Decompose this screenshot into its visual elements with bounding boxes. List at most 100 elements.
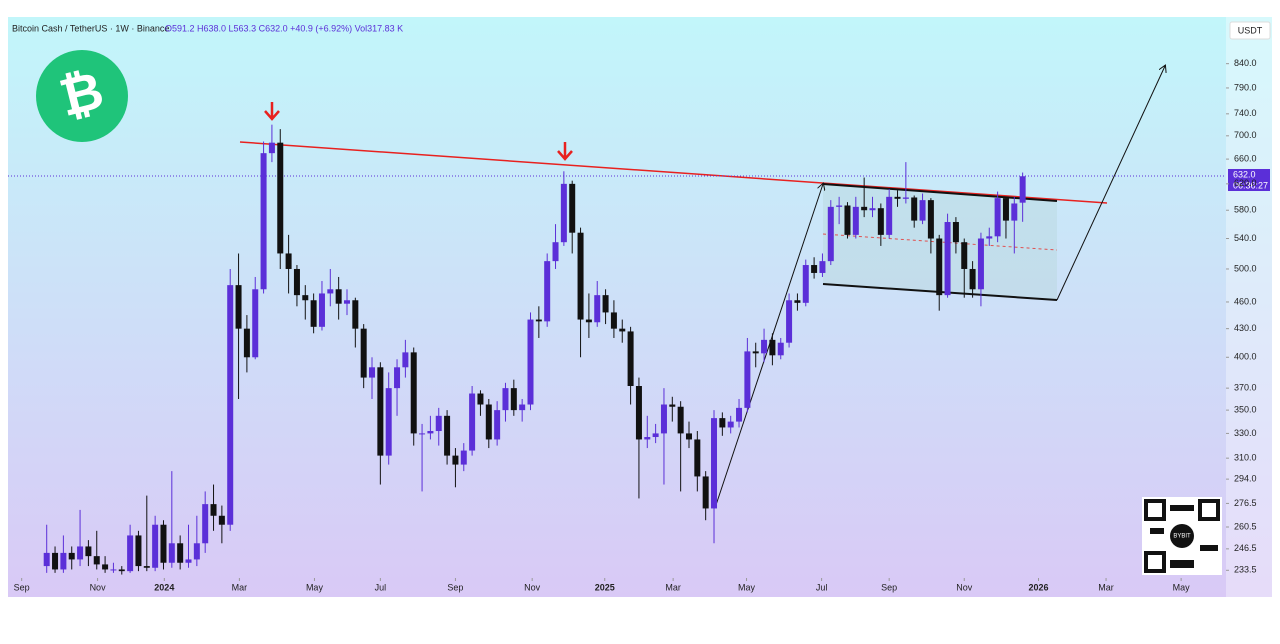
candle-body xyxy=(110,569,117,571)
currency-label: USDT xyxy=(1238,25,1263,35)
candle-body xyxy=(252,289,259,358)
candle-body xyxy=(952,222,959,243)
candle-body xyxy=(485,404,492,440)
candle-body xyxy=(127,535,134,572)
x-tick-label: May xyxy=(306,582,324,592)
candle-body xyxy=(1019,176,1026,203)
y-tick-label: 350.0 xyxy=(1234,404,1257,414)
candle-body xyxy=(986,236,993,239)
candle-body xyxy=(827,206,834,262)
candle-body xyxy=(385,388,392,456)
y-tick-label: 660.0 xyxy=(1234,153,1257,163)
candle-body xyxy=(177,543,184,563)
ohlc-info: O591.2 H638.0 L563.3 C632.0 +40.9 (+6.92… xyxy=(165,23,403,33)
last-price-tag xyxy=(1228,169,1270,191)
candle-body xyxy=(43,552,50,567)
candle-body xyxy=(277,142,284,254)
coin-logo xyxy=(36,50,128,142)
candle-body xyxy=(544,261,551,322)
candle-body xyxy=(719,418,726,428)
candle-body xyxy=(911,197,918,221)
candle-body xyxy=(635,385,642,440)
x-tick-label: Mar xyxy=(665,582,681,592)
candle-body xyxy=(160,524,167,563)
candle-body xyxy=(210,504,217,516)
candle-body xyxy=(877,208,884,235)
x-tick-label: May xyxy=(1173,582,1191,592)
candle-body xyxy=(452,455,459,465)
y-tick-label: 840.0 xyxy=(1234,58,1257,68)
candle-body xyxy=(852,206,859,235)
candle-body xyxy=(318,293,325,327)
x-tick-label: Nov xyxy=(956,582,973,592)
candle-body xyxy=(669,404,676,407)
candle-body xyxy=(560,183,567,243)
y-tick-label: 620.0 xyxy=(1234,178,1257,188)
arrow-target xyxy=(1056,66,1165,301)
countdown-label: 06:36:27 xyxy=(1233,180,1268,190)
candle-body xyxy=(469,393,476,451)
x-tick-label: 2025 xyxy=(595,582,615,592)
candle-body xyxy=(1011,203,1018,221)
candle-body xyxy=(293,268,300,296)
candle-body xyxy=(527,319,534,405)
candle-body xyxy=(869,208,876,211)
candle-body xyxy=(335,289,342,304)
qr-code: BYBIT xyxy=(1142,497,1222,575)
candle-body xyxy=(327,289,334,294)
candle-body xyxy=(427,431,434,434)
candle-body xyxy=(343,300,350,304)
candle-body xyxy=(861,206,868,211)
x-tick-label: Jul xyxy=(816,582,828,592)
candle-body xyxy=(68,552,75,560)
x-tick-label: Jul xyxy=(375,582,387,592)
candle-body xyxy=(786,300,793,343)
candle-body xyxy=(1002,198,1009,221)
candle-body xyxy=(811,265,818,273)
candle-body xyxy=(77,546,84,560)
candle-body xyxy=(694,439,701,477)
candle-body xyxy=(685,433,692,440)
candle-body xyxy=(927,200,934,239)
candle-body xyxy=(477,393,484,405)
x-tick-label: Sep xyxy=(881,582,897,592)
candle-body xyxy=(152,524,159,568)
candle-body xyxy=(260,153,267,290)
candle-body xyxy=(660,404,667,434)
candle-body xyxy=(227,285,234,525)
candle-body xyxy=(494,410,501,440)
candle-body xyxy=(552,242,559,262)
candle-body xyxy=(519,404,526,411)
candle-body xyxy=(193,543,200,560)
candle-body xyxy=(168,543,175,563)
candle-body xyxy=(802,265,809,303)
candle-body xyxy=(711,418,718,509)
candle-body xyxy=(310,300,317,327)
y-tick-label: 330.0 xyxy=(1234,428,1257,438)
x-tick-label: 2026 xyxy=(1028,582,1048,592)
candle-body xyxy=(844,205,851,235)
candle-body xyxy=(752,351,759,354)
y-tick-label: 276.5 xyxy=(1234,498,1257,508)
y-tick-label: 790.0 xyxy=(1234,82,1257,92)
candle-body xyxy=(394,367,401,389)
candle-body xyxy=(702,476,709,509)
currency-button[interactable] xyxy=(1229,21,1271,40)
candle-body xyxy=(419,433,426,435)
y-tick-label: 500.0 xyxy=(1234,263,1257,273)
candle-body xyxy=(727,421,734,428)
x-tick-label: Mar xyxy=(232,582,248,592)
arrow-up xyxy=(714,184,823,509)
y-tick-label: 430.0 xyxy=(1234,323,1257,333)
candle-body xyxy=(218,515,225,525)
candle-body xyxy=(185,559,192,563)
candle-body xyxy=(652,433,659,438)
x-tick-label: Nov xyxy=(90,582,107,592)
y-tick-label: 310.0 xyxy=(1234,453,1257,463)
candle-body xyxy=(769,339,776,356)
x-tick-label: Sep xyxy=(447,582,463,592)
candle-body xyxy=(577,232,584,320)
price-axis xyxy=(1226,17,1272,597)
x-tick-label: May xyxy=(738,582,756,592)
x-tick-label: 2024 xyxy=(154,582,174,592)
